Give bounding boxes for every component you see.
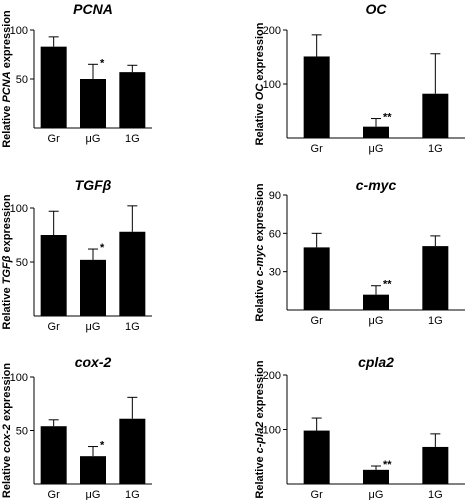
panel-4-x-tick-label-2: μG: [369, 315, 384, 327]
panel-4-y-tick-label: 90: [269, 190, 281, 202]
panel-6-bar-1: [303, 430, 330, 484]
panel-5-y-axis-label: Relative cox-2 expression: [1, 363, 13, 498]
panel-3-bar-2: [80, 259, 106, 316]
panel-3-bar-1: [40, 235, 67, 316]
panel-6-title: cpla2: [358, 354, 394, 370]
panel-1-title: PCNA: [73, 1, 113, 17]
panel-6-bar-2: [363, 469, 389, 484]
panel-1-bar-2: [80, 79, 106, 128]
panel-6-x-tick-label-3: 1G: [428, 489, 443, 500]
panel-6-x-tick-label-1: Gr: [311, 489, 324, 500]
panel-5-title: cox-2: [75, 354, 112, 370]
panel-1-x-tick-label-3: 1G: [125, 133, 140, 145]
panel-2-y-axis-label: Relative OC expression: [254, 22, 266, 145]
panel-3-x-tick-label-1: Gr: [48, 321, 61, 333]
panel-2-bar-3: [422, 93, 449, 138]
panel-6-significance-2: **: [383, 459, 392, 471]
panel-5-bar-3: [119, 418, 146, 484]
panel-4-bar-1: [303, 247, 330, 310]
panel-2-bar-1: [303, 56, 330, 138]
panel-3-significance-2: *: [100, 242, 105, 254]
panel-3-y-axis-label: Relative TGFβ expression: [1, 194, 13, 329]
panel-2-y-tick-label: 100: [263, 79, 281, 91]
panel-1-bar-1: [40, 46, 67, 128]
panel-5-x-tick-label-3: 1G: [125, 489, 140, 500]
panel-2-title: OC: [366, 1, 388, 17]
panel-4-bar-2: [363, 294, 389, 310]
panel-3-title: TGFβ: [75, 177, 112, 193]
panel-2-x-tick-label-1: Gr: [311, 143, 324, 155]
panel-1-x-tick-label-1: Gr: [48, 133, 61, 145]
panel-3-y-tick-label: 50: [16, 257, 28, 269]
panel-4-bar-3: [422, 246, 449, 310]
panel-4-y-tick-label: 30: [269, 267, 281, 279]
panel-2-y-tick-label: 200: [263, 25, 281, 37]
panel-4-y-tick-label: 60: [269, 228, 281, 240]
panel-2-significance-2: **: [383, 112, 392, 124]
panel-4-x-tick-label-1: Gr: [311, 315, 324, 327]
panel-4-y-axis-label: Relative c-myc expression: [254, 183, 266, 321]
panel-5-x-tick-label-2: μG: [86, 489, 101, 500]
panel-2-x-tick-label-2: μG: [369, 143, 384, 155]
panel-6-bar-3: [422, 446, 449, 484]
panel-1-y-tick-label: 50: [16, 74, 28, 86]
panel-5-y-tick-label: 50: [16, 426, 28, 438]
panel-4-title: c-myc: [356, 177, 397, 193]
panel-1-y-axis-label: Relative PCNA expression: [1, 10, 13, 148]
panel-3-bar-3: [119, 231, 146, 316]
panel-2-bar-2: [363, 126, 389, 138]
panel-6-y-tick-label: 200: [263, 370, 281, 382]
panel-1-significance-2: *: [100, 57, 105, 69]
panel-5-bar-2: [80, 456, 106, 484]
panel-3-y-tick-label: 100: [10, 203, 28, 215]
panel-3-x-tick-label-3: 1G: [125, 321, 140, 333]
panel-1-y-tick-label: 100: [10, 25, 28, 37]
panel-5-y-tick-label: 100: [10, 372, 28, 384]
panel-6-y-axis-label: Relative c-pla2 expression: [254, 360, 266, 498]
panel-3-x-tick-label-2: μG: [86, 321, 101, 333]
panel-6-x-tick-label-2: μG: [369, 489, 384, 500]
panel-1-x-tick-label-2: μG: [86, 133, 101, 145]
panel-6-y-tick-label: 100: [263, 425, 281, 437]
panel-5-significance-2: *: [100, 440, 105, 452]
panel-5-bar-1: [40, 426, 67, 484]
panel-1-bar-3: [119, 72, 146, 128]
panel-2-x-tick-label-3: 1G: [428, 143, 443, 155]
panel-4-x-tick-label-3: 1G: [428, 315, 443, 327]
panel-5-x-tick-label-1: Gr: [48, 489, 61, 500]
panel-4-significance-2: **: [383, 279, 392, 291]
